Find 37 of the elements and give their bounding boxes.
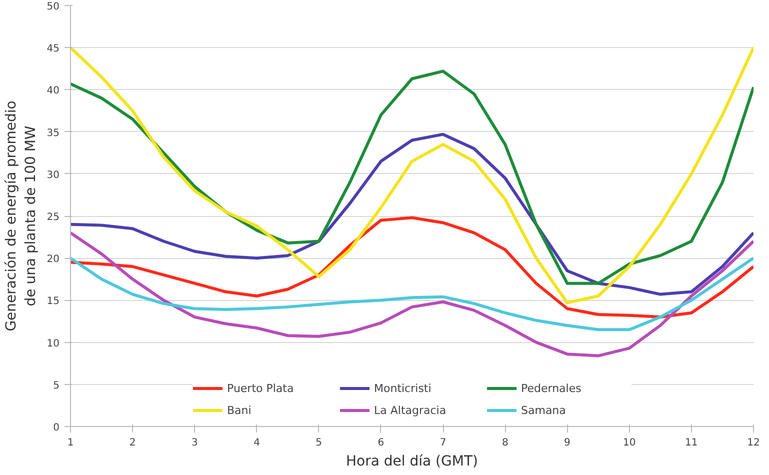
y-tick-label: 0 (53, 422, 60, 434)
y-tick-label: 30 (46, 170, 60, 181)
line-series (70, 70, 754, 285)
x-tick-label: 8 (502, 438, 508, 448)
x-tick-label: 12 (747, 438, 760, 448)
y-tick-label: 10 (46, 338, 60, 350)
x-tick-label: 1 (67, 438, 74, 448)
legend-label: Puerto Plata (227, 382, 295, 394)
x-tick-label: 11 (685, 438, 698, 448)
y-tick-label: 15 (46, 296, 60, 308)
line-series (70, 46, 754, 304)
y-tick-label: 5 (53, 380, 60, 392)
x-tick-label: 7 (440, 438, 446, 448)
line-series (70, 231, 754, 358)
x-tick-label: 2 (129, 438, 136, 448)
legend-label: Monticristi (374, 382, 432, 394)
y-tick-label: 20 (46, 254, 60, 266)
legend-label: Samana (521, 404, 567, 416)
y-axis-title: Generación de energía promedio de una planta de 100 MW (4, 100, 39, 332)
y-tick-label: 45 (46, 44, 60, 55)
x-tick-label: 3 (192, 438, 198, 448)
y-tick-label: 35 (46, 128, 60, 139)
x-tick-label: 9 (564, 438, 570, 448)
line-series (70, 216, 754, 319)
legend-label: Bani (227, 404, 252, 416)
line-series (70, 256, 754, 332)
x-axis-title: Hora del día (GMT) (346, 454, 478, 470)
legend-label: Pedernales (521, 382, 582, 394)
x-tick-label: 6 (378, 438, 384, 448)
x-tick-label: 4 (254, 438, 260, 448)
legend-label: La Altagracia (374, 404, 448, 416)
y-tick-label: 25 (46, 212, 60, 223)
y-tick-label: 50 (46, 2, 60, 12)
x-tick-label: 10 (622, 438, 636, 448)
line-series (70, 132, 754, 296)
x-tick-label: 5 (316, 438, 322, 448)
y-tick-label: 40 (46, 86, 60, 97)
